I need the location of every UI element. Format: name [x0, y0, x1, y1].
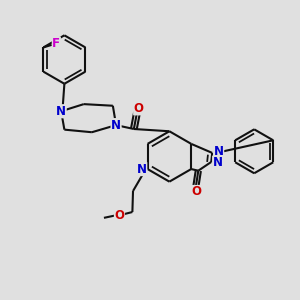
Text: N: N — [111, 118, 121, 132]
Text: N: N — [214, 145, 224, 158]
Text: N: N — [56, 105, 66, 118]
Text: N: N — [213, 156, 223, 169]
Text: O: O — [134, 102, 144, 115]
Text: F: F — [52, 37, 60, 50]
Text: O: O — [191, 185, 201, 199]
Text: N: N — [137, 163, 147, 176]
Text: O: O — [115, 209, 124, 222]
